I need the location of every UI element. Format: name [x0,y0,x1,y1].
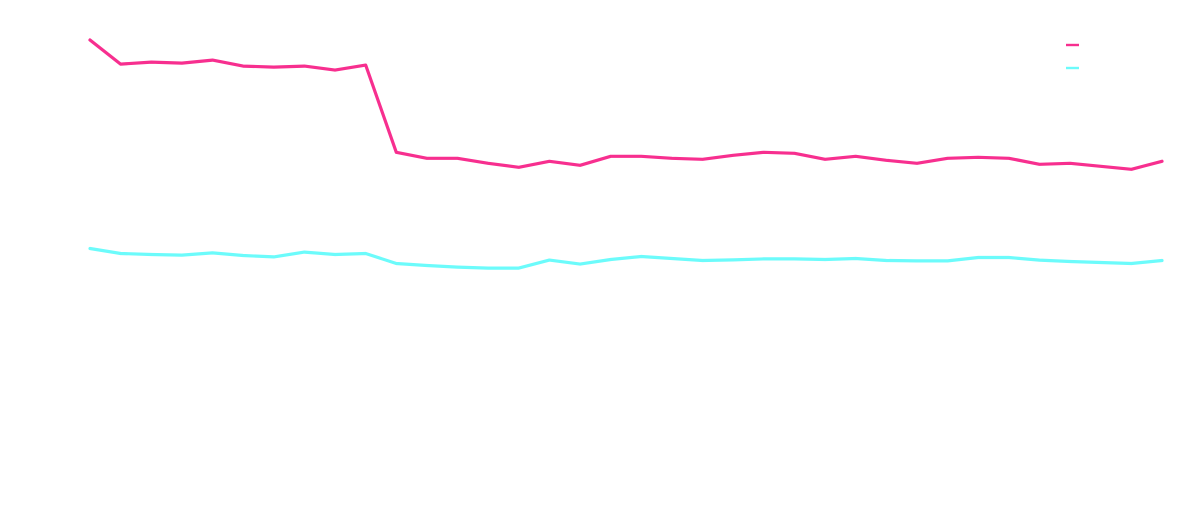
series-layer [88,38,1164,270]
legend [1066,43,1079,70]
series-line-2 [88,246,1164,270]
series-line-1 [88,38,1164,171]
